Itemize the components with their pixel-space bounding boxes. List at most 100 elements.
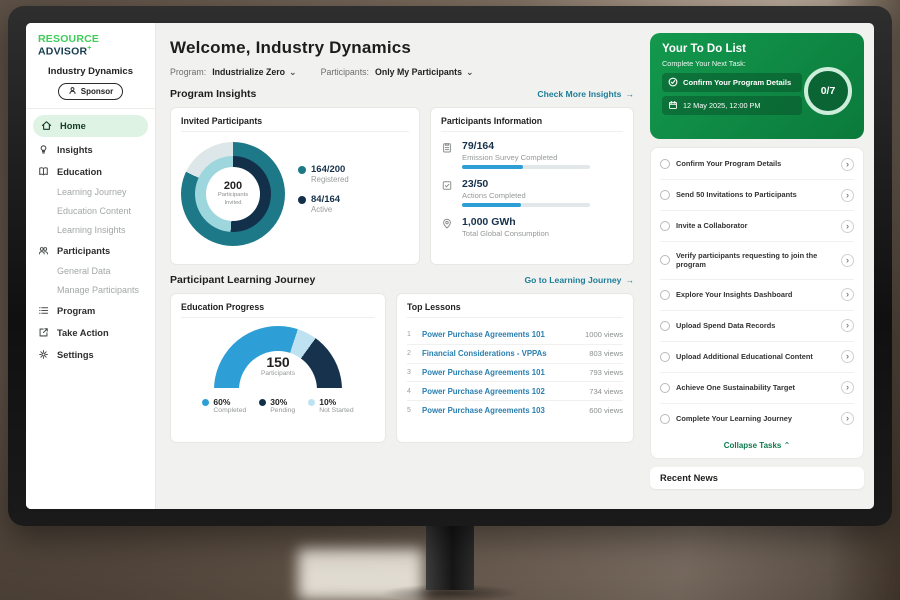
legend-label: Completed: [213, 407, 246, 414]
lightbulb-icon: [38, 144, 50, 156]
program-filter-label: Program:: [170, 67, 206, 77]
chevron-glyph: ›: [846, 191, 849, 200]
lesson-title-link[interactable]: Financial Considerations - VPPAs: [422, 349, 582, 358]
task-item[interactable]: Invite a Collaborator ›: [660, 211, 854, 242]
chevron-glyph: ›: [846, 256, 849, 265]
chevron-right-icon[interactable]: ›: [841, 288, 854, 301]
lightblue-dot-icon: [308, 399, 315, 406]
lesson-title-link[interactable]: Power Purchase Agreements 103: [422, 406, 582, 415]
sidebar-item-education[interactable]: Education: [26, 161, 155, 183]
lesson-title-link[interactable]: Power Purchase Agreements 101: [422, 368, 582, 377]
lesson-rank: 2: [407, 350, 415, 357]
logo-plus: +: [87, 45, 91, 52]
sidebar-item-home[interactable]: Home: [33, 115, 148, 137]
chevron-right-icon[interactable]: ›: [841, 381, 854, 394]
donut-center-value: 200: [224, 180, 242, 192]
link-label: Go to Learning Journey: [524, 275, 621, 285]
sidebar-item-take-action[interactable]: Take Action: [26, 322, 155, 344]
task-label: Send 50 Invitations to Participants: [676, 190, 835, 200]
task-item[interactable]: Verify participants requesting to join t…: [660, 242, 854, 280]
sidebar-item-general-data[interactable]: General Data: [26, 262, 155, 281]
lesson-rank: 4: [407, 388, 415, 395]
task-checkbox[interactable]: [660, 383, 670, 393]
task-item[interactable]: Upload Spend Data Records ›: [660, 311, 854, 342]
task-checkbox[interactable]: [660, 255, 670, 265]
program-filter-value: Industrialize Zero: [212, 67, 285, 77]
navy-dot-icon: [259, 399, 266, 406]
sponsor-icon: [68, 86, 77, 97]
todo-title: Your To Do List: [662, 43, 852, 55]
lesson-row[interactable]: 3 Power Purchase Agreements 101 793 view…: [407, 363, 623, 382]
sidebar-item-learning-insights[interactable]: Learning Insights: [26, 221, 155, 240]
task-checkbox[interactable]: [660, 414, 670, 424]
lesson-title-link[interactable]: Power Purchase Agreements 102: [422, 387, 582, 396]
recent-news-header: Recent News: [650, 467, 864, 489]
lesson-row[interactable]: 4 Power Purchase Agreements 102 734 view…: [407, 381, 623, 400]
task-item[interactable]: Achieve One Sustainability Target ›: [660, 373, 854, 404]
legend-label: Registered: [311, 175, 349, 184]
gauge-center-value: 150: [214, 354, 342, 370]
sidebar-nav: Home Insights Education Learning Journey: [26, 108, 155, 366]
task-checkbox[interactable]: [660, 352, 670, 362]
sidebar-item-label: Learning Journey: [57, 187, 127, 197]
sidebar-item-participants[interactable]: Participants: [26, 240, 155, 262]
chevron-glyph: ›: [846, 414, 849, 423]
sidebar-item-label: Participants: [57, 246, 110, 256]
legend-value: 84/164: [311, 194, 340, 205]
task-item[interactable]: Upload Additional Educational Content ›: [660, 342, 854, 373]
actions-progress-bar: [462, 203, 590, 207]
monitor-bezel: RESOURCE ADVISOR+ Industry Dynamics Spon…: [8, 6, 892, 526]
chevron-right-icon[interactable]: ›: [841, 220, 854, 233]
collapse-tasks-link[interactable]: Collapse Tasks ⌃: [660, 434, 854, 456]
program-filter-dropdown[interactable]: Industrialize Zero ⌄: [212, 67, 296, 77]
check-more-insights-link[interactable]: Check More Insights →: [537, 89, 634, 99]
chevron-right-icon[interactable]: ›: [841, 189, 854, 202]
sidebar-item-label: Education Content: [57, 206, 131, 216]
task-checkbox[interactable]: [660, 159, 670, 169]
task-item[interactable]: Send 50 Invitations to Participants ›: [660, 180, 854, 211]
sidebar-item-manage-participants[interactable]: Manage Participants: [26, 281, 155, 300]
chevron-right-icon[interactable]: ›: [841, 412, 854, 425]
main-content: Welcome, Industry Dynamics Program: Indu…: [156, 23, 648, 509]
task-checkbox[interactable]: [660, 321, 670, 331]
task-checkbox[interactable]: [660, 221, 670, 231]
app-window: RESOURCE ADVISOR+ Industry Dynamics Spon…: [26, 23, 874, 509]
chevron-right-icon[interactable]: ›: [841, 319, 854, 332]
task-item[interactable]: Explore Your Insights Dashboard ›: [660, 280, 854, 311]
stat-label: Actions Completed: [462, 191, 590, 200]
page-title: Welcome, Industry Dynamics: [170, 38, 634, 58]
participants-information-card: Participants Information 79/164 Emission…: [430, 107, 634, 265]
participants-filter-dropdown[interactable]: Only My Participants ⌄: [375, 67, 474, 77]
chevron-right-icon[interactable]: ›: [841, 254, 854, 267]
sidebar-item-education-content[interactable]: Education Content: [26, 202, 155, 221]
task-label: Invite a Collaborator: [676, 221, 835, 231]
lesson-title-link[interactable]: Power Purchase Agreements 101: [422, 330, 578, 339]
teal-dot-icon: [298, 166, 306, 174]
task-checkbox[interactable]: [660, 290, 670, 300]
legend-item-completed: 60% Completed: [202, 397, 246, 414]
sidebar-item-insights[interactable]: Insights: [26, 139, 155, 161]
sidebar-item-settings[interactable]: Settings: [26, 344, 155, 366]
legend-label: Not Started: [319, 407, 353, 414]
task-item[interactable]: Confirm Your Program Details ›: [660, 149, 854, 180]
task-label: Upload Spend Data Records: [676, 321, 835, 331]
next-task-pill[interactable]: Confirm Your Program Details: [662, 73, 802, 92]
task-checkbox[interactable]: [660, 190, 670, 200]
sidebar-item-label: Manage Participants: [57, 285, 139, 295]
chevron-right-icon[interactable]: ›: [841, 350, 854, 363]
navy-dot-icon: [298, 196, 306, 204]
lesson-row[interactable]: 5 Power Purchase Agreements 103 600 view…: [407, 400, 623, 419]
go-to-learning-journey-link[interactable]: Go to Learning Journey →: [524, 275, 634, 285]
invited-participants-donut-chart: 200 Participants Invited: [181, 142, 285, 246]
check-circle-icon: [668, 77, 678, 89]
sidebar-item-label: Home: [60, 121, 86, 131]
sidebar-item-program[interactable]: Program: [26, 300, 155, 322]
task-item[interactable]: Complete Your Learning Journey ›: [660, 404, 854, 434]
chevron-glyph: ›: [846, 383, 849, 392]
stat-label: Emission Survey Completed: [462, 153, 590, 162]
chevron-right-icon[interactable]: ›: [841, 158, 854, 171]
lesson-row[interactable]: 2 Financial Considerations - VPPAs 803 v…: [407, 344, 623, 363]
sidebar-item-learning-journey[interactable]: Learning Journey: [26, 183, 155, 202]
sidebar-item-label: Take Action: [57, 328, 109, 338]
lesson-row[interactable]: 1 Power Purchase Agreements 101 1000 vie…: [407, 326, 623, 344]
